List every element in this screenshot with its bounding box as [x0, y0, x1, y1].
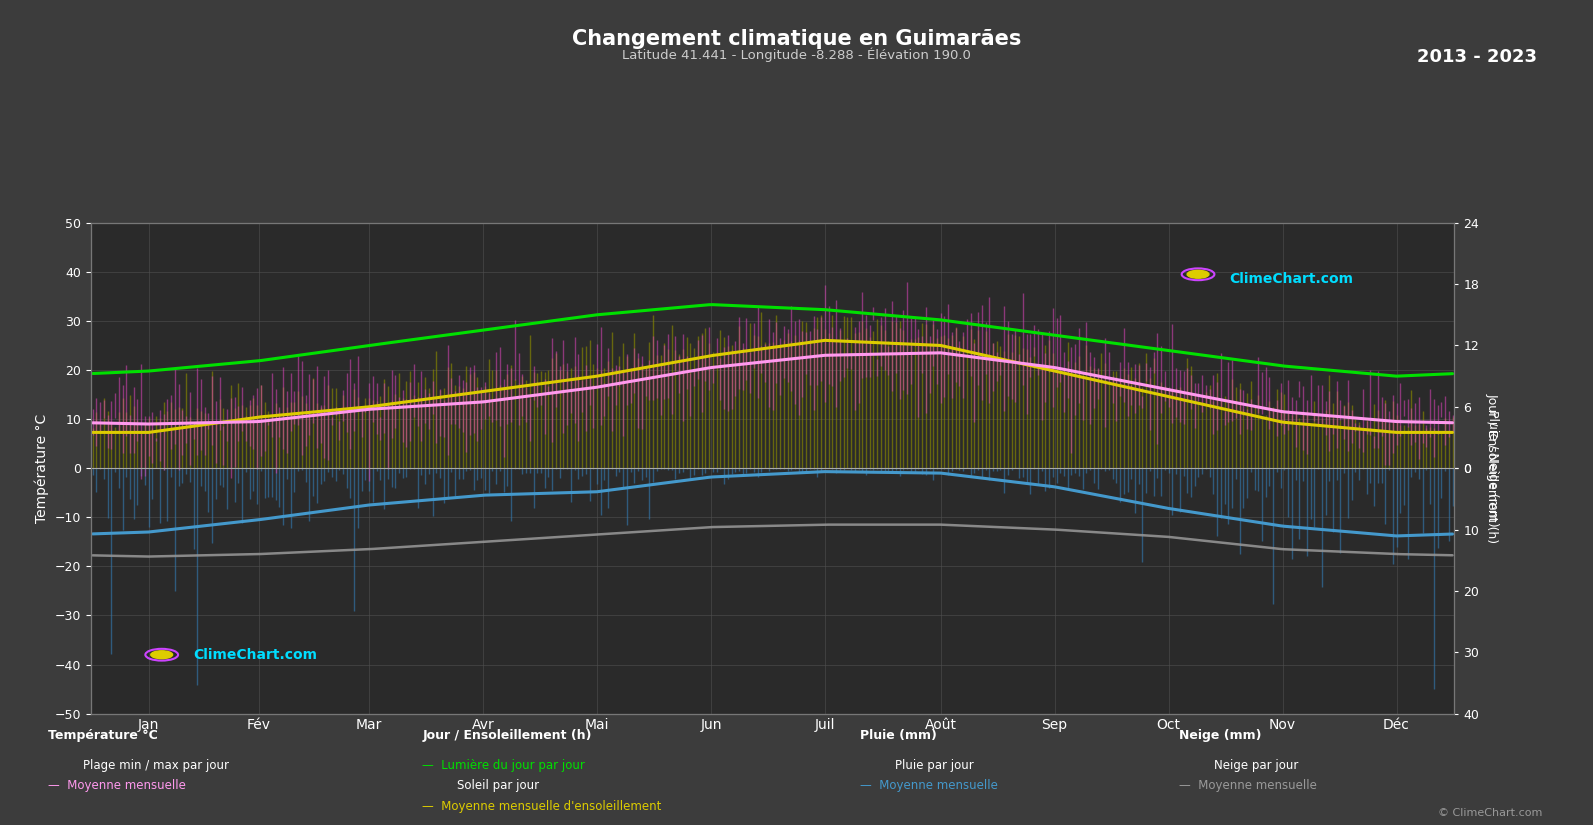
Text: Jour / Ensoleillement (h): Jour / Ensoleillement (h)	[422, 729, 591, 742]
Text: —  Lumière du jour par jour: — Lumière du jour par jour	[422, 759, 585, 772]
Text: Latitude 41.441 - Longitude -8.288 - Élévation 190.0: Latitude 41.441 - Longitude -8.288 - Élé…	[621, 48, 972, 63]
Circle shape	[151, 651, 172, 658]
Text: Température °C: Température °C	[48, 729, 158, 742]
Text: Changement climatique en Guimarães: Changement climatique en Guimarães	[572, 29, 1021, 49]
Text: ClimeChart.com: ClimeChart.com	[193, 648, 317, 662]
Text: Pluie (mm): Pluie (mm)	[860, 729, 937, 742]
Text: —  Moyenne mensuelle: — Moyenne mensuelle	[48, 779, 186, 792]
Text: Neige par jour: Neige par jour	[1214, 759, 1298, 772]
Text: Soleil par jour: Soleil par jour	[457, 779, 540, 792]
Text: Plage min / max par jour: Plage min / max par jour	[83, 759, 229, 772]
Text: —  Moyenne mensuelle d'ensoleillement: — Moyenne mensuelle d'ensoleillement	[422, 800, 661, 813]
Y-axis label: Jour / Ensoleillement (h): Jour / Ensoleillement (h)	[1486, 394, 1499, 543]
Text: —  Moyenne mensuelle: — Moyenne mensuelle	[860, 779, 999, 792]
Circle shape	[1187, 271, 1209, 278]
Text: Neige (mm): Neige (mm)	[1179, 729, 1262, 742]
Text: —  Moyenne mensuelle: — Moyenne mensuelle	[1179, 779, 1317, 792]
Text: Pluie par jour: Pluie par jour	[895, 759, 973, 772]
Y-axis label: Température °C: Température °C	[35, 413, 49, 523]
Y-axis label: Pluie / Neige (mm): Pluie / Neige (mm)	[1486, 410, 1499, 526]
Text: ClimeChart.com: ClimeChart.com	[1230, 272, 1354, 285]
Text: 2013 - 2023: 2013 - 2023	[1418, 48, 1537, 66]
Text: © ClimeChart.com: © ClimeChart.com	[1437, 808, 1542, 818]
